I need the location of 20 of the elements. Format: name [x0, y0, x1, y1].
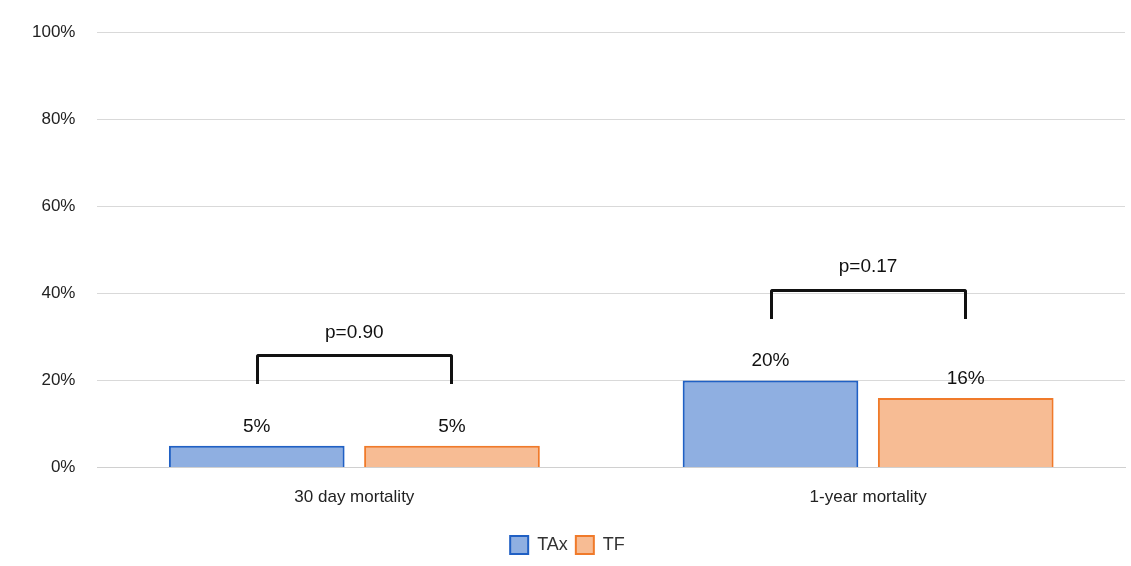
annotation: p=0.90	[325, 320, 384, 342]
x-tick-label: 1-year mortality	[809, 487, 928, 507]
data-label: 5%	[438, 414, 466, 436]
y-tick-label: 100%	[32, 21, 76, 41]
bar	[364, 445, 540, 468]
y-tick-label: 20%	[41, 370, 76, 390]
data-label: 16%	[946, 366, 985, 388]
bar	[682, 380, 859, 468]
data-label: 5%	[243, 414, 271, 436]
y-tick-label: 0%	[50, 457, 76, 477]
bar	[168, 445, 345, 468]
bar	[877, 397, 1054, 468]
x-tick-label: 30 day mortality	[294, 487, 415, 507]
y-tick-label: 60%	[41, 196, 76, 216]
y-tick-label: 40%	[41, 283, 76, 303]
data-label: 20%	[751, 349, 790, 371]
legend-label: TF	[602, 533, 625, 554]
annotation: p=0.17	[838, 255, 898, 277]
legend-label: TAx	[537, 533, 568, 554]
y-tick-label: 80%	[41, 108, 76, 128]
